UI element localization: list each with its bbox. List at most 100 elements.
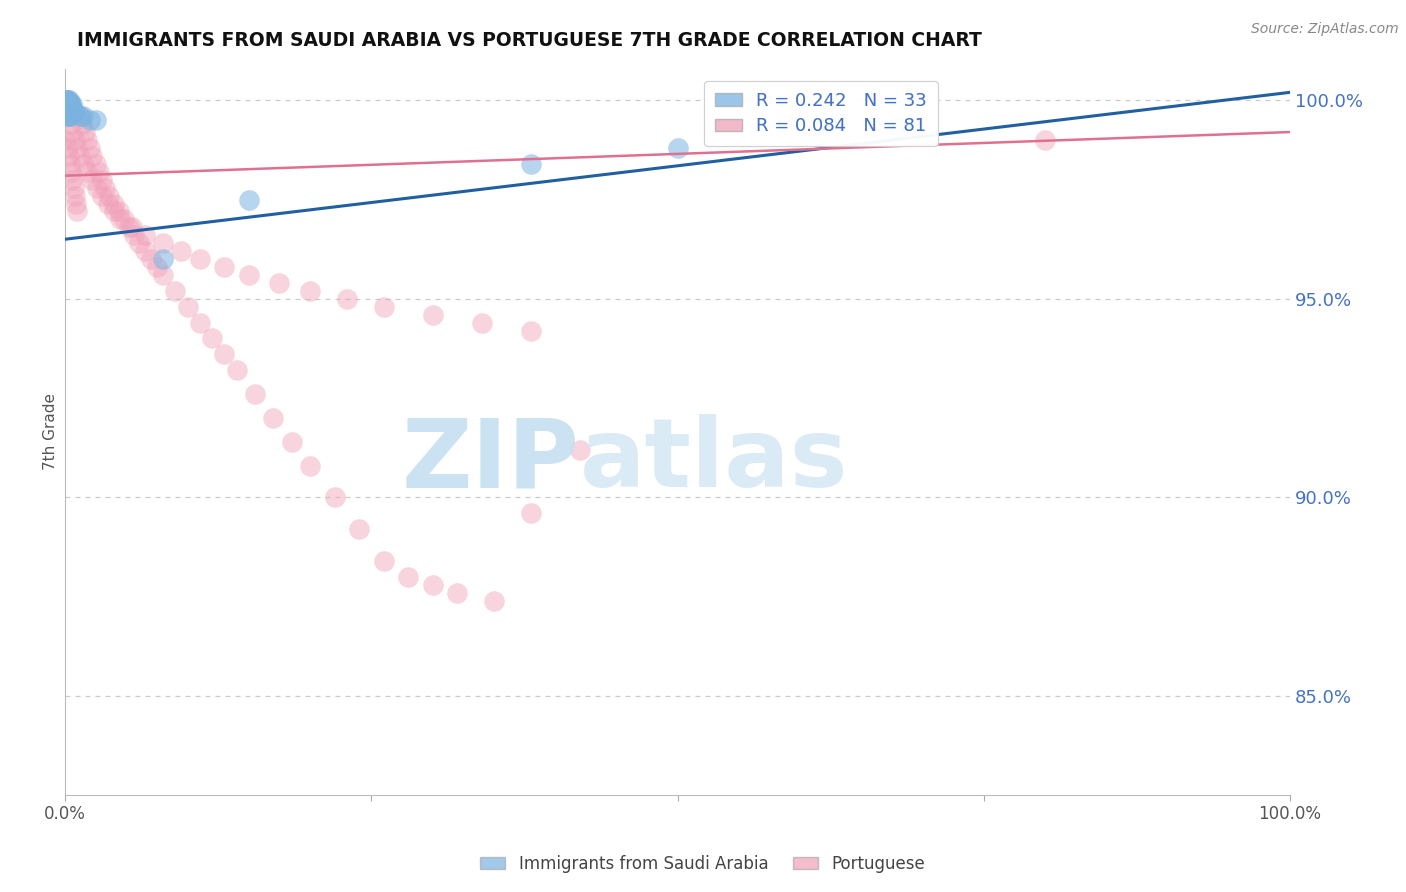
Point <box>373 300 395 314</box>
Text: ZIP: ZIP <box>402 415 579 508</box>
Point <box>58 109 80 123</box>
Point <box>62 172 84 186</box>
Point <box>1033 133 1056 147</box>
Point <box>62 180 84 194</box>
Point <box>56 141 79 155</box>
Point <box>86 180 108 194</box>
Point <box>336 292 359 306</box>
Point <box>59 109 82 123</box>
Point <box>79 141 101 155</box>
Point <box>134 228 156 243</box>
Point <box>98 188 121 202</box>
Point <box>56 105 79 120</box>
Point <box>73 125 96 139</box>
Point <box>139 252 162 266</box>
Point <box>568 442 591 457</box>
Point <box>482 593 505 607</box>
Point <box>887 121 910 136</box>
Text: IMMIGRANTS FROM SAUDI ARABIA VS PORTUGUESE 7TH GRADE CORRELATION CHART: IMMIGRANTS FROM SAUDI ARABIA VS PORTUGUE… <box>77 31 983 50</box>
Point <box>62 105 84 120</box>
Point <box>94 180 117 194</box>
Point <box>122 228 145 243</box>
Point <box>69 149 91 163</box>
Point <box>103 196 125 211</box>
Point <box>165 284 187 298</box>
Point <box>666 141 689 155</box>
Point <box>422 577 444 591</box>
Point <box>55 133 77 147</box>
Point <box>128 236 150 251</box>
Point <box>214 347 236 361</box>
Point <box>225 363 247 377</box>
Point <box>146 260 169 274</box>
Point <box>188 252 211 266</box>
Point <box>446 585 468 599</box>
Point <box>269 276 291 290</box>
Point <box>170 244 193 259</box>
Point <box>134 244 156 259</box>
Legend: Immigrants from Saudi Arabia, Portuguese: Immigrants from Saudi Arabia, Portuguese <box>474 848 932 880</box>
Point <box>89 165 111 179</box>
Point <box>59 105 82 120</box>
Point <box>519 324 541 338</box>
Point <box>118 220 141 235</box>
Legend: R = 0.242   N = 33, R = 0.084   N = 81: R = 0.242 N = 33, R = 0.084 N = 81 <box>704 81 938 146</box>
Point <box>60 117 83 131</box>
Point <box>69 109 91 123</box>
Point <box>58 101 80 115</box>
Point <box>72 157 94 171</box>
Point <box>262 410 284 425</box>
Point <box>56 109 79 123</box>
Point <box>56 97 79 112</box>
Point <box>62 125 84 139</box>
Point <box>76 133 98 147</box>
Point <box>66 204 89 219</box>
Point <box>373 554 395 568</box>
Point <box>188 316 211 330</box>
Point <box>59 109 82 123</box>
Point <box>214 260 236 274</box>
Point <box>112 212 135 227</box>
Point <box>58 149 80 163</box>
Point <box>58 93 80 107</box>
Point <box>72 109 94 123</box>
Point <box>238 268 260 282</box>
Point <box>470 316 492 330</box>
Point <box>69 109 91 123</box>
Point <box>62 101 84 115</box>
Point <box>55 93 77 107</box>
Point <box>60 165 83 179</box>
Point <box>63 133 86 147</box>
Point <box>176 300 198 314</box>
Point <box>152 268 174 282</box>
Point <box>108 212 131 227</box>
Point <box>59 101 82 115</box>
Text: Source: ZipAtlas.com: Source: ZipAtlas.com <box>1251 22 1399 37</box>
Point <box>121 220 143 235</box>
Point <box>238 193 260 207</box>
Point <box>84 113 107 128</box>
Point <box>56 101 79 115</box>
Point <box>60 97 83 112</box>
Point <box>323 491 346 505</box>
Point <box>152 236 174 251</box>
Point <box>347 522 370 536</box>
Point <box>70 117 93 131</box>
Point <box>56 93 79 107</box>
Point <box>79 113 101 128</box>
Point <box>243 387 266 401</box>
Point <box>422 308 444 322</box>
Point <box>152 252 174 266</box>
Point <box>519 506 541 520</box>
Point <box>280 434 302 449</box>
Point <box>80 149 103 163</box>
Point <box>58 97 80 112</box>
Point <box>76 165 98 179</box>
Point <box>396 570 419 584</box>
Point <box>65 196 87 211</box>
Point <box>299 458 322 473</box>
Text: atlas: atlas <box>579 415 848 508</box>
Point <box>60 101 83 115</box>
Point <box>90 172 112 186</box>
Point <box>58 101 80 115</box>
